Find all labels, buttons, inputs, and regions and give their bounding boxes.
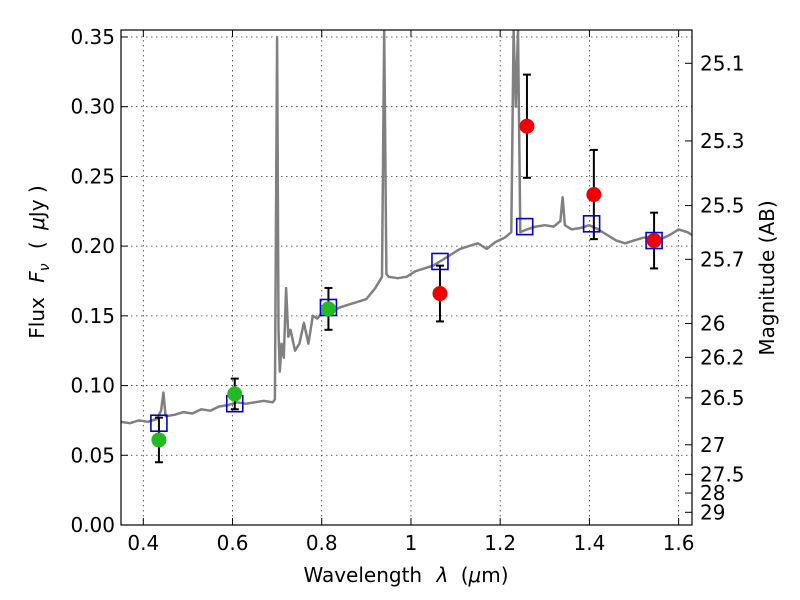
- y-axis-label-text: Flux: [25, 297, 49, 339]
- x-tick-label: 0.4: [127, 531, 159, 555]
- y2-tick-label: 25.5: [700, 194, 745, 218]
- y-tick-label: 0.30: [70, 95, 115, 119]
- x-axis-unit-mu: μ: [468, 563, 482, 587]
- model-square-point: [515, 217, 534, 236]
- plot-frame: [120, 29, 693, 526]
- y-tick-label: 0.10: [70, 374, 115, 398]
- y-axis-unit-close: Jy ): [25, 185, 49, 219]
- y-tick-label: 0.20: [70, 234, 115, 258]
- x-axis-unit-open: (: [461, 563, 469, 587]
- y-axis-unit-mu: μ: [25, 217, 49, 231]
- x-tick-label: 1.6: [663, 531, 695, 555]
- y2-tick-label: 25.7: [700, 247, 745, 271]
- y-axis-label: Flux Fν ( μJy ): [25, 185, 54, 338]
- red-data-point: [519, 118, 535, 134]
- axis-ticks: 0.4 0.6 0.8 1 1.2 1.4 1.6 0.00 0.05 0.10 0.15 0.20 0…: [70, 25, 744, 555]
- y-axis-flux-subscript: ν: [37, 263, 53, 271]
- model-square-point: [645, 231, 663, 250]
- model-square-point: [150, 414, 168, 433]
- green-data-point: [320, 301, 336, 317]
- y-tick-label: 0.00: [70, 513, 115, 537]
- x-axis-lambda: λ: [435, 563, 448, 587]
- y2-tick-label: 25.1: [700, 51, 745, 75]
- y-tick-label: 0.25: [70, 164, 115, 188]
- x-tick-label: 1.2: [484, 531, 516, 555]
- y-axis-unit-open: (: [25, 241, 49, 249]
- red-data-point: [432, 286, 448, 302]
- red-data-point: [646, 233, 662, 249]
- x-axis-label: Wavelength λ (μm): [303, 563, 508, 587]
- y-tick-label: 0.15: [70, 304, 115, 328]
- y2-tick-label: 28: [700, 481, 725, 505]
- x-tick-label: 1.4: [573, 531, 605, 555]
- spectrum-series: [121, 30, 692, 425]
- x-tick-label: 0.8: [306, 531, 338, 555]
- y2-axis-label: Magnitude (AB): [755, 200, 779, 355]
- y2-tick-label: 26: [700, 311, 725, 335]
- y2-tick-label: 29: [700, 500, 725, 524]
- model-square-point: [582, 215, 601, 233]
- green-data-point: [151, 432, 167, 448]
- x-axis-label-text: Wavelength: [303, 563, 422, 587]
- grid: [121, 30, 692, 525]
- y2-tick-label: 27: [700, 433, 725, 457]
- spectrum-line: [121, 30, 692, 425]
- green-data-point: [227, 386, 243, 402]
- y-axis-flux-symbol: F: [25, 271, 49, 283]
- data-markers: [150, 118, 663, 448]
- x-tick-label: 1: [405, 531, 418, 555]
- y-tick-label: 0.05: [70, 443, 115, 467]
- y2-tick-label: 26.5: [700, 386, 745, 410]
- x-tick-label: 0.6: [217, 531, 249, 555]
- y-tick-label: 0.35: [70, 25, 115, 49]
- x-axis-unit-close: m): [481, 563, 508, 587]
- red-data-point: [586, 187, 602, 203]
- y2-tick-label: 25.3: [700, 129, 745, 153]
- y2-tick-label: 26.2: [700, 345, 745, 369]
- y2-tick-label: 27.5: [700, 462, 745, 486]
- model-square-point: [431, 252, 449, 271]
